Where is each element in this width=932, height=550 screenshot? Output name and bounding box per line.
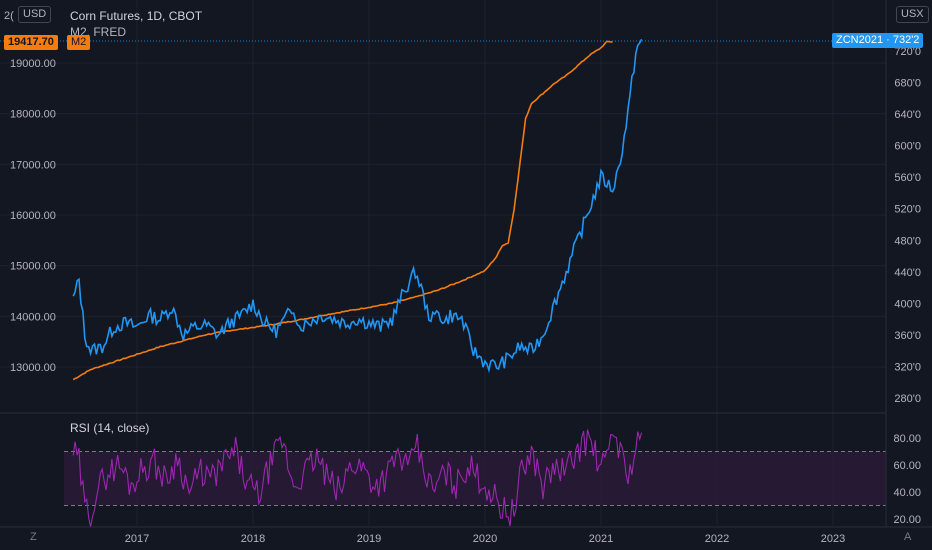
right-y-tick-label: 520'0 [894,204,921,216]
right-currency-button[interactable]: USX [896,6,929,23]
left-y-tick-label: 16000.00 [10,210,56,222]
left-y-tick-label: 17000.00 [10,159,56,171]
right-y-tick-label: 680'0 [894,78,921,90]
x-tick-label: 2019 [357,533,381,545]
right-y-tick-label: 320'0 [894,361,921,373]
log-scale-toggle[interactable]: Z [30,531,37,543]
right-y-tick-label: 440'0 [894,267,921,279]
left-currency-button[interactable]: USD [18,6,52,23]
right-y-tick-label: 280'0 [894,393,921,405]
x-tick-label: 2023 [821,533,845,545]
chart-title[interactable]: Corn Futures, 1D, CBOT [70,9,203,23]
axes-group: 2017 2018 2019 2020 2021 2022 2023 19000.00 1800… [10,46,921,545]
right-y-tick-label: 400'0 [894,298,921,310]
right-y-tick-label: 720'0 [894,46,921,58]
rsi-y-tick-label: 80.00 [893,433,921,445]
left-y-tick-label: 15000.00 [10,261,56,273]
series-group [72,38,643,527]
rsi-y-tick-label: 40.00 [893,487,921,499]
right-y-tick-label: 480'0 [894,235,921,247]
grid-lines [0,0,886,526]
left-y-tick-label: 18000.00 [10,109,56,121]
x-tick-label: 2018 [241,533,265,545]
x-tick-label: 2022 [705,533,729,545]
right-y-tick-label: 560'0 [894,172,921,184]
x-tick-label: 2017 [125,533,149,545]
rsi-y-tick-label: 60.00 [893,460,921,472]
m2-value-badge: 19417.70 [4,35,58,50]
zc-price-badge: ZCN2021 · 732'2 [832,33,924,48]
left-axis-top-partial: 2( [4,10,14,22]
series-corn-line [72,38,643,374]
left-y-tick-label: 19000.00 [10,58,56,70]
right-y-tick-label: 360'0 [894,330,921,342]
series-m2-line [72,40,613,381]
rsi-band [64,451,886,506]
m2-tag-badge: M2 [67,35,91,50]
x-tick-label: 2021 [589,533,613,545]
right-y-tick-label: 640'0 [894,109,921,121]
series-rsi-line [72,429,643,527]
rsi-label[interactable]: RSI (14, close) [70,421,150,435]
x-tick-label: 2020 [473,533,497,545]
rsi-band-fill [64,451,886,506]
auto-scale-toggle[interactable]: A [904,531,912,543]
rsi-y-tick-label: 20.00 [893,514,921,526]
left-y-tick-label: 14000.00 [10,311,56,323]
left-y-tick-label: 13000.00 [10,362,56,374]
right-y-tick-label: 600'0 [894,141,921,153]
